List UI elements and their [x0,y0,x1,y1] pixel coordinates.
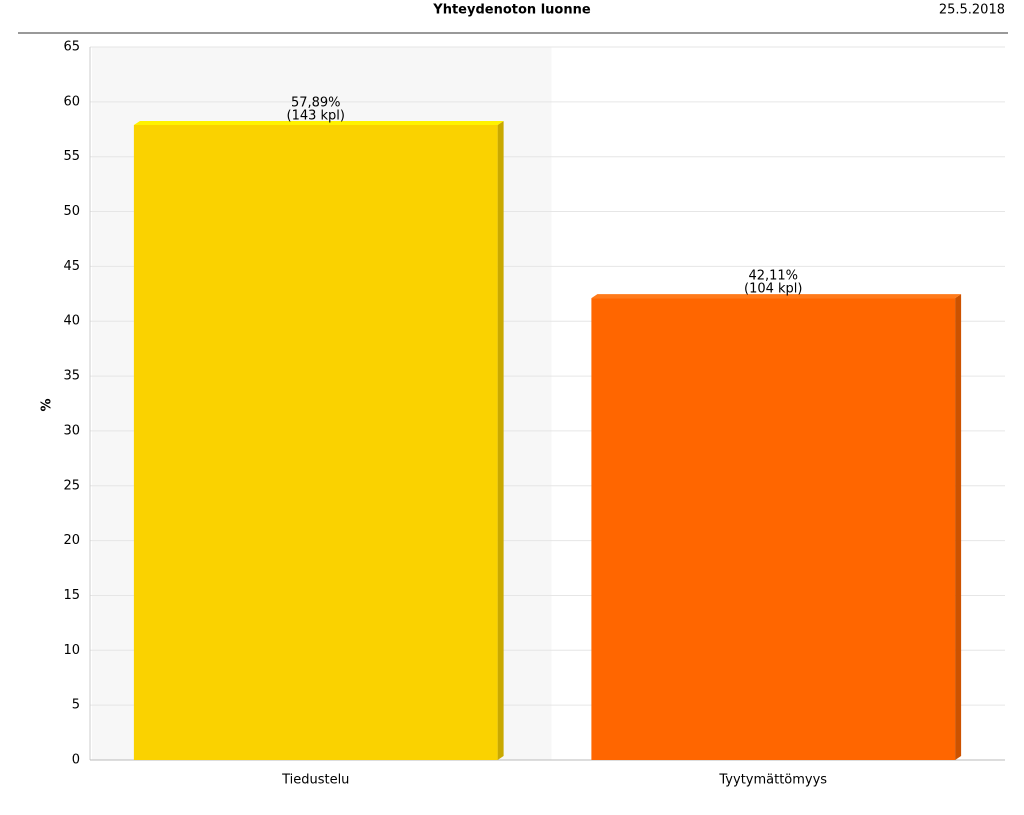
y-tick-label: 0 [72,753,80,768]
y-tick-label: 40 [63,314,80,329]
bar [133,124,498,761]
y-tick-label: 60 [63,94,80,109]
y-tick-label: 55 [63,149,80,164]
y-tick-label: 30 [63,423,80,438]
bar-side [955,294,962,760]
y-tick-label: 15 [63,588,80,603]
bar-side [497,120,504,761]
bar-top [591,294,962,299]
x-tick-label: Tyytymättömyys [718,773,827,788]
value-label: 57,89% [291,95,341,110]
y-tick-label: 25 [63,478,80,493]
y-tick-label: 35 [63,369,80,384]
y-tick-label: 10 [63,643,80,658]
x-tick-label: Tiedustelu [281,773,349,788]
y-tick-label: 20 [63,533,80,548]
value-label: 42,11% [748,269,798,284]
y-tick-label: 65 [63,40,80,55]
report-date: 25.5.2018 [939,3,1005,18]
y-tick-label: 5 [72,698,80,713]
bar-top [133,120,504,125]
y-tick-label: 50 [63,204,80,219]
chart-title: Yhteydenoton luonne [432,3,591,18]
bar [591,298,956,760]
y-axis-label: % [40,398,55,411]
count-label: (104 kpl) [744,282,802,297]
count-label: (143 kpl) [287,108,345,123]
y-tick-label: 45 [63,259,80,274]
